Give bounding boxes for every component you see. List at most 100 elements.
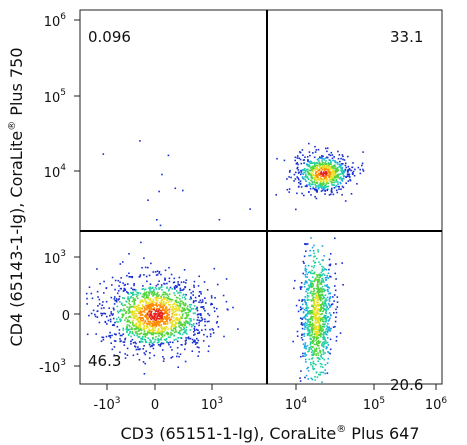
event-dot <box>204 309 206 312</box>
event-dot <box>141 304 144 306</box>
event-dot <box>132 319 135 322</box>
event-dot <box>313 326 316 328</box>
event-dot <box>126 329 129 331</box>
event-dot <box>289 169 291 172</box>
event-dot <box>319 374 322 376</box>
event-dot <box>131 321 134 324</box>
event-dot <box>159 345 162 347</box>
event-dot <box>305 309 307 312</box>
event-dot <box>150 313 152 315</box>
event-dot <box>321 268 324 270</box>
event-dot <box>122 297 124 299</box>
event-dot <box>124 289 127 291</box>
event-dot <box>137 304 139 307</box>
event-dot <box>312 367 314 369</box>
event-dot <box>202 340 205 342</box>
event-dot <box>337 176 339 179</box>
event-dot <box>336 301 339 303</box>
event-dot <box>144 266 147 269</box>
event-dot <box>163 311 166 314</box>
event-dot <box>142 336 144 338</box>
event-dot <box>137 306 139 308</box>
event-dot <box>124 288 126 290</box>
event-dot <box>320 180 322 183</box>
event-dot <box>328 163 330 165</box>
event-dot <box>324 316 326 319</box>
event-dot <box>182 328 184 331</box>
event-dot <box>157 283 159 286</box>
event-dot <box>314 175 317 178</box>
event-dot <box>158 313 160 315</box>
event-dot <box>309 283 312 286</box>
event-dot <box>324 157 327 159</box>
event-dot <box>319 309 322 312</box>
event-dot <box>139 333 142 335</box>
event-dot <box>152 271 155 273</box>
event-dot <box>308 151 311 153</box>
event-dot <box>178 355 180 358</box>
event-dot <box>149 292 151 294</box>
event-dot <box>322 175 324 177</box>
event-dot <box>213 267 216 270</box>
event-dot <box>99 282 101 285</box>
event-dot <box>335 311 338 314</box>
event-dot <box>200 314 202 317</box>
event-dot <box>308 350 310 352</box>
event-dot <box>330 276 332 278</box>
event-dot <box>334 325 336 328</box>
event-dot <box>275 194 277 196</box>
event-dot <box>333 156 335 158</box>
event-dot <box>306 322 308 325</box>
event-dot <box>178 325 180 327</box>
event-dot <box>148 328 150 330</box>
event-dot <box>139 274 142 276</box>
event-dot <box>335 189 338 192</box>
event-dot <box>141 300 143 303</box>
event-dot <box>146 308 148 310</box>
event-dot <box>310 299 312 301</box>
event-dot <box>148 304 150 307</box>
event-dot <box>175 307 177 309</box>
event-dot <box>321 381 323 383</box>
event-dot <box>124 338 126 341</box>
event-dot <box>307 326 310 328</box>
event-dot <box>153 354 156 357</box>
event-dot <box>297 163 299 166</box>
event-dot <box>320 318 322 320</box>
event-dot <box>308 348 310 351</box>
event-dot <box>175 338 177 341</box>
event-dot <box>319 351 322 354</box>
event-dot <box>197 355 199 357</box>
event-dot <box>329 328 332 330</box>
event-dot <box>313 244 315 247</box>
event-dot <box>150 333 153 335</box>
event-dot <box>318 340 320 343</box>
event-dot <box>165 326 168 328</box>
event-dot <box>131 313 133 315</box>
event-dot <box>312 313 315 315</box>
event-dot <box>154 312 157 314</box>
event-dot <box>119 281 121 283</box>
event-dot <box>206 289 209 291</box>
event-dot <box>131 328 134 330</box>
event-dot <box>312 167 314 170</box>
event-dot <box>330 178 332 181</box>
event-dot <box>144 299 146 302</box>
event-dot <box>347 180 350 182</box>
event-dot <box>316 166 318 169</box>
event-dot <box>141 266 143 269</box>
event-dot <box>336 306 339 308</box>
event-dot <box>168 304 170 306</box>
event-dot <box>130 295 132 298</box>
event-dot <box>110 342 112 344</box>
event-dot <box>145 325 148 327</box>
event-dot <box>315 287 318 290</box>
event-dot <box>150 317 152 320</box>
event-dot <box>325 175 327 178</box>
event-dot <box>323 269 325 271</box>
event-dot <box>331 188 333 190</box>
event-dot <box>205 302 207 304</box>
event-dot <box>176 318 179 320</box>
event-dot <box>144 335 146 338</box>
event-dot <box>179 336 182 339</box>
